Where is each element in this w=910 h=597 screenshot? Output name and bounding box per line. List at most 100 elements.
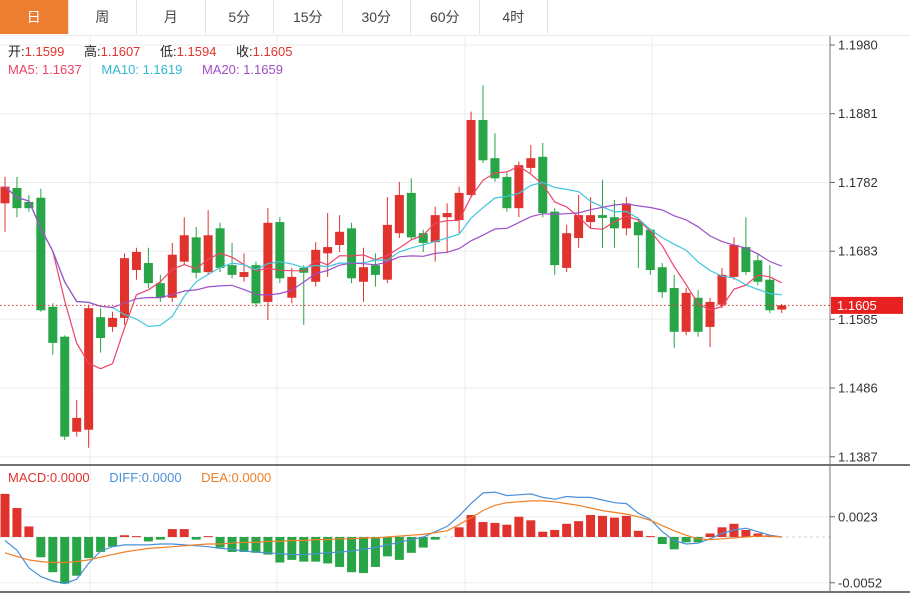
candle-body [693,297,703,332]
last-price-badge: 1.1605 [831,296,903,314]
candle-body [84,308,94,430]
macd-bar [299,537,309,562]
candle-body [251,265,261,304]
open-label: 开: [8,44,25,59]
low-value: 1.1594 [176,44,217,59]
high-label: 高: [84,44,101,59]
candle-body [741,247,751,273]
macd-bar [36,537,46,558]
tab-5min[interactable]: 5分 [206,0,274,34]
macd-bar [586,515,596,537]
macd-bar [657,537,667,545]
tab-4hour[interactable]: 4时 [480,0,548,34]
macd-bar [574,521,584,537]
candle-body [669,288,679,332]
macd-bar [227,537,237,552]
macd-histogram [0,493,775,584]
ma5-line [4,165,783,370]
low-label: 低: [160,44,177,59]
candle-body [347,228,357,279]
macd-bar [454,527,464,537]
macd-bar [550,529,560,537]
dea-value: 0.0000 [231,470,272,485]
macd-bar [203,536,213,538]
candle-body [108,317,118,327]
macd-bar [251,537,261,553]
macd-bar [514,516,524,537]
macd-bar [394,537,404,560]
candle-body [48,306,58,343]
macd-bar [0,493,10,537]
macd-bar [179,529,189,537]
macd-bar [382,537,392,557]
candle-body [287,276,297,298]
ma-legend: MA5: 1.1637 MA10: 1.1619 MA20: 1.1659 [8,62,299,77]
macd-bar [167,529,177,537]
candle-body [167,254,177,298]
candle-body [359,267,368,282]
candle-body [717,274,727,305]
candle-body [430,215,440,243]
macd-bar [155,537,165,540]
macd-bar [717,527,727,537]
open-value: 1.1599 [24,44,65,59]
candle-body [406,192,416,238]
candle-body [131,251,141,270]
close-label: 收: [236,44,253,59]
macd-bar [191,537,201,540]
macd-bar [323,537,333,564]
candle-body [96,317,106,339]
tab-60min[interactable]: 60分 [411,0,480,34]
candle-body [765,279,775,311]
macd-bar [705,533,715,537]
tab-month[interactable]: 月 [137,0,206,34]
diff-label: DIFF: [109,470,142,485]
macd-bar [131,536,141,538]
macd-bar [370,537,380,567]
close-value: 1.1605 [252,44,293,59]
candle-body [502,176,512,209]
macd-bar [84,537,94,559]
macd-bar [693,537,703,543]
candle-body [60,336,70,437]
ma5-value: 1.1637 [41,62,82,77]
macd-bar [143,537,153,542]
candle-body [681,292,691,332]
macd-bar [538,531,548,537]
candle-body [120,258,129,318]
macd-bar [741,529,751,537]
candle-body [514,165,524,209]
dea-line [4,500,782,564]
candle-body [490,158,500,179]
candle-body [705,301,715,327]
macd-bar [60,537,70,584]
axis-tick-label: 0.0023 [838,509,878,524]
ma-lines [4,165,783,370]
candle-body [526,158,536,168]
macd-bar [347,537,357,573]
candle-body [657,267,667,293]
macd-bar [681,537,691,543]
candle-body [215,228,225,268]
candle-body [586,215,596,223]
tab-day[interactable]: 日 [0,0,69,34]
tab-15min[interactable]: 15分 [274,0,343,34]
macd-bar [490,522,500,537]
candle-body [227,265,237,275]
ma10-value: 1.1619 [142,62,183,77]
macd-bar [215,537,225,548]
dea-label: DEA: [201,470,232,485]
candle-body [179,235,189,262]
tab-week[interactable]: 周 [69,0,137,34]
tab-30min[interactable]: 30分 [343,0,411,34]
candle-body [478,119,488,161]
ma5-label: MA5: [8,62,39,77]
candle-body [442,213,452,218]
high-value: 1.1607 [100,44,141,59]
macd-bar [263,537,273,555]
candle-body [72,417,82,432]
macd-bar [669,537,679,550]
candle-body [645,229,655,270]
ma10-line [4,181,782,328]
